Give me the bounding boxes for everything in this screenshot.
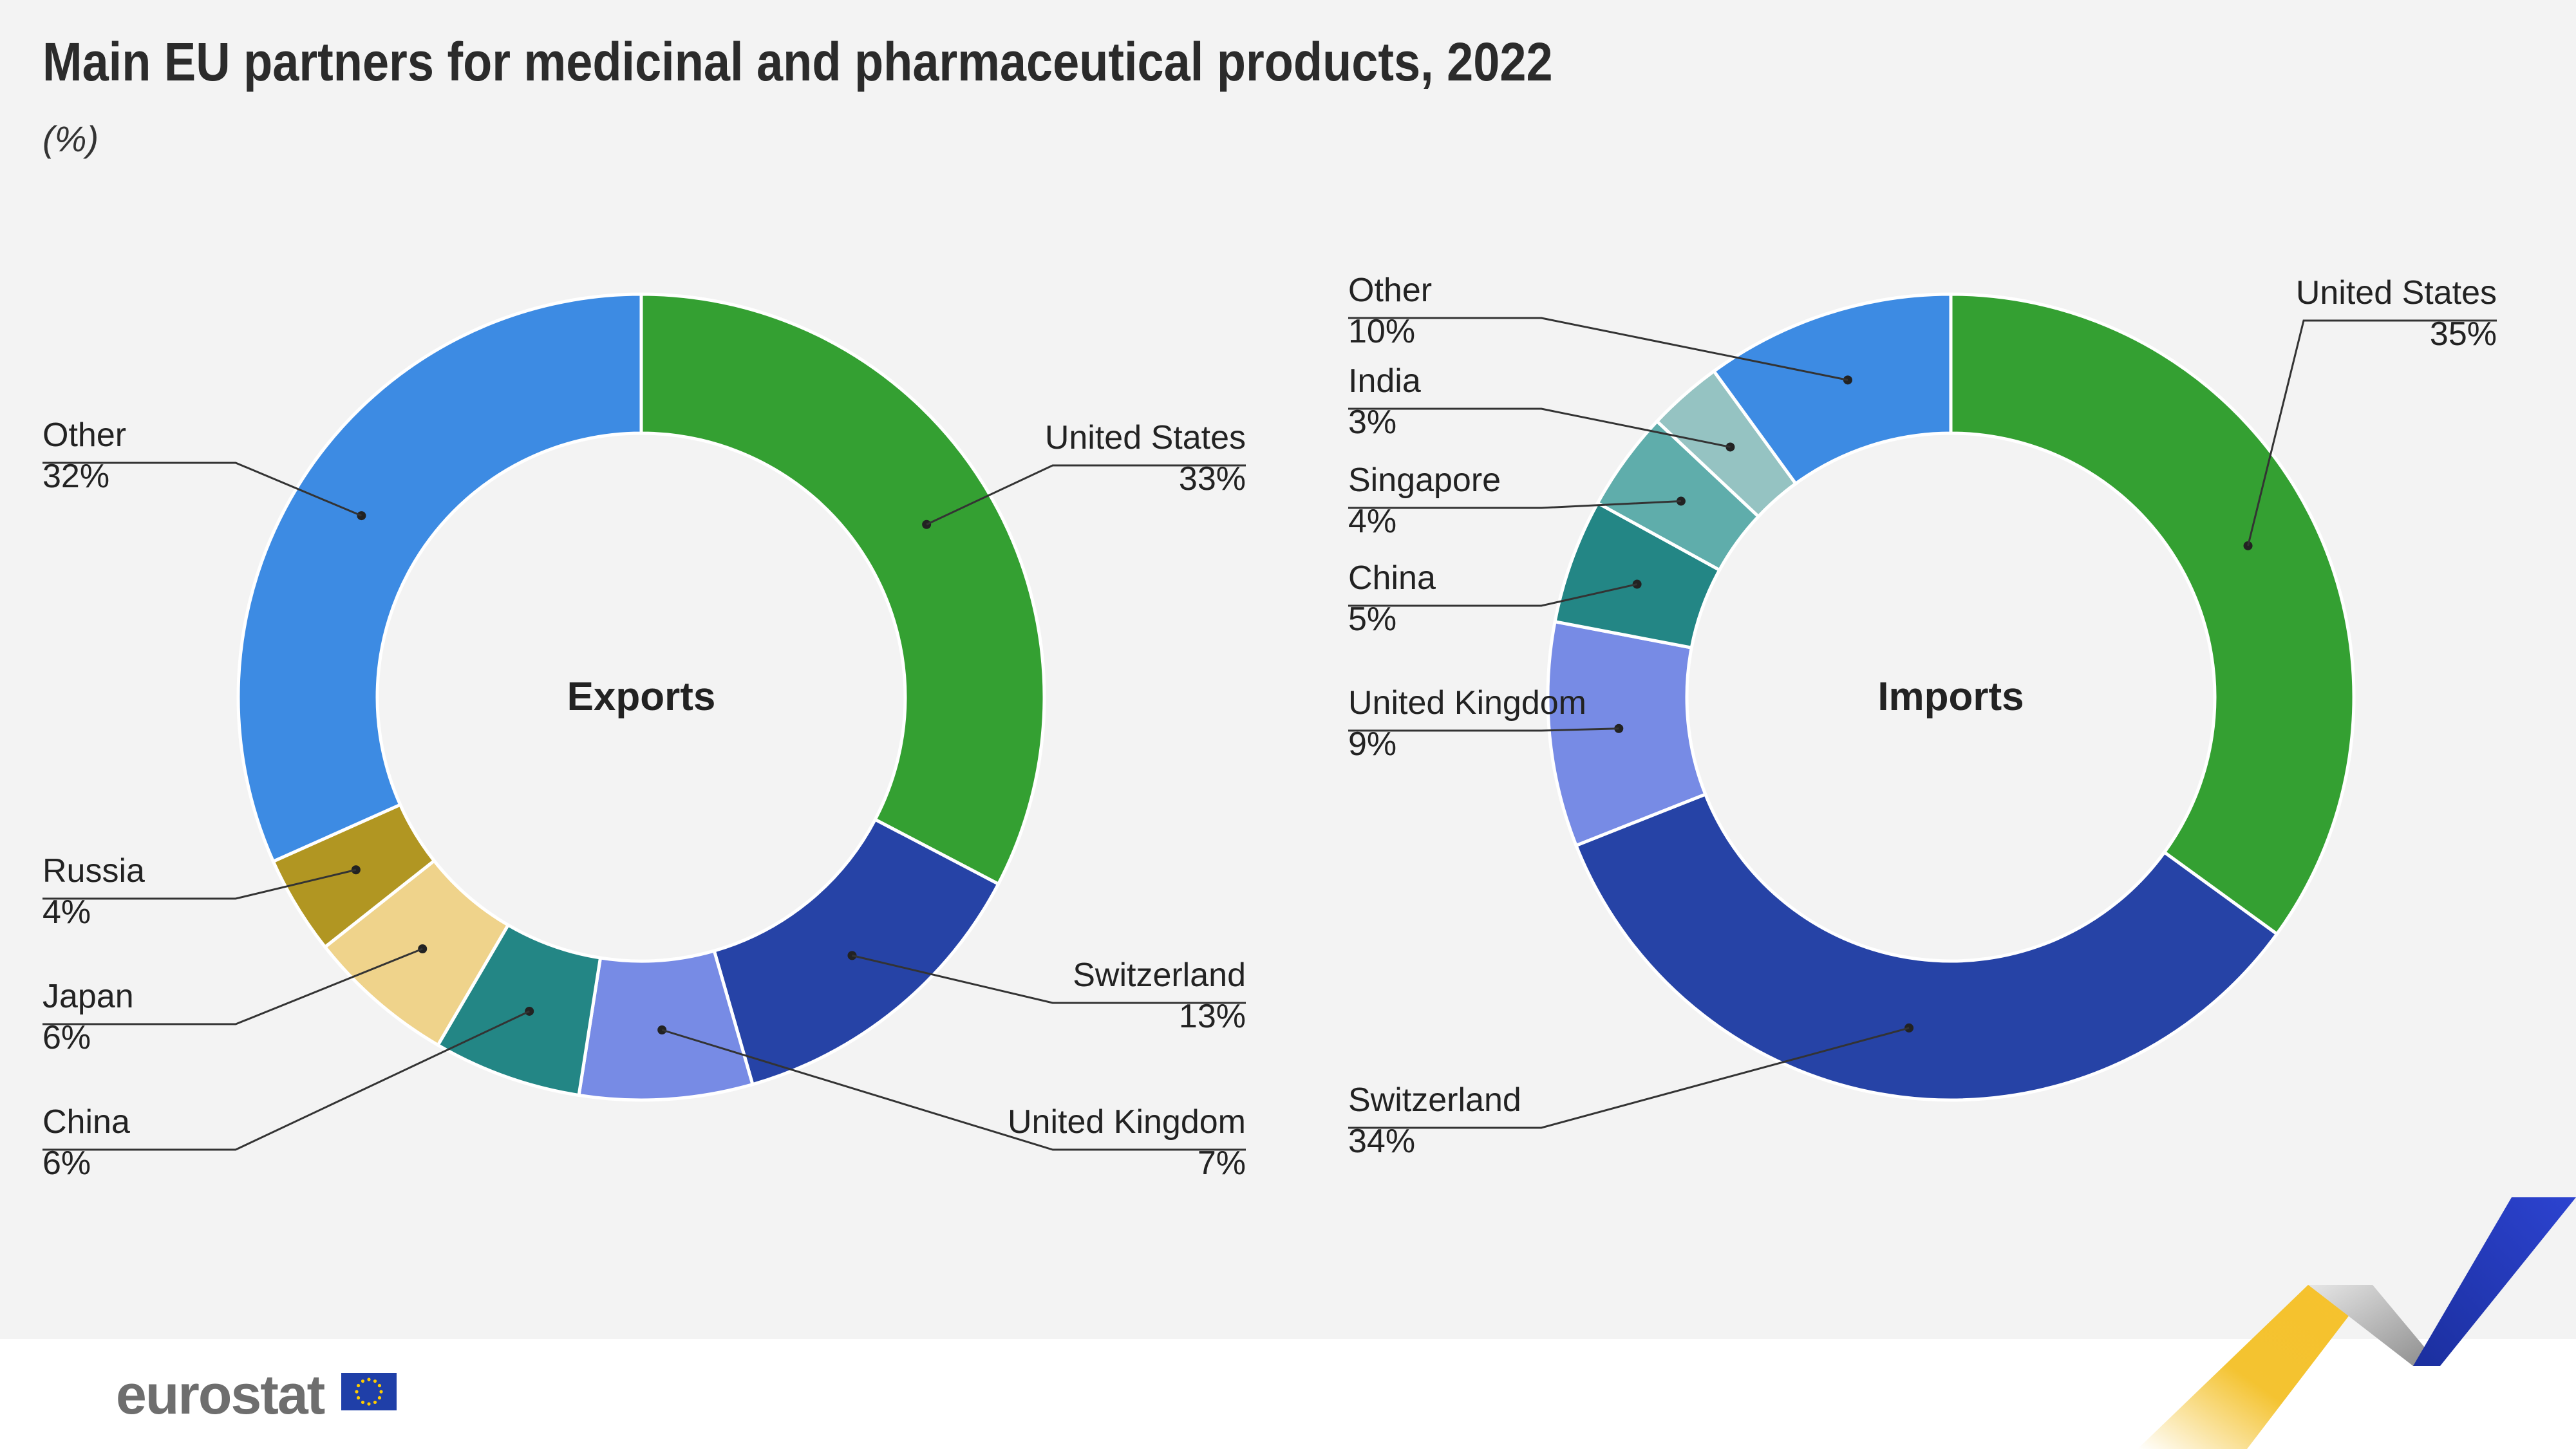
imports-label-other: Other <box>1348 272 1432 309</box>
imports-value-switzerland: 34% <box>1348 1123 1415 1160</box>
imports-label-switzerland: Switzerland <box>1348 1081 1521 1119</box>
chart-subtitle: (%) <box>42 118 99 159</box>
exports-slice-other[interactable] <box>236 292 643 864</box>
imports-label-india: India <box>1348 362 1421 400</box>
exports-label-other: Other <box>42 416 126 454</box>
imports-value-singapore: 4% <box>1348 503 1396 540</box>
imports-label-united-states: United States <box>2296 274 2497 312</box>
exports-leader-line-switzerland <box>852 954 1246 1004</box>
exports-value-china: 6% <box>42 1145 91 1182</box>
exports-leader-line-united-kingdom <box>661 1029 1246 1151</box>
imports-value-china: 5% <box>1348 601 1396 638</box>
exports-leader-line-russia <box>42 868 357 900</box>
imports-label-singapore: Singapore <box>1348 462 1501 499</box>
imports-label-united-kingdom: United Kingdom <box>1348 684 1586 722</box>
exports-slice-united-states[interactable] <box>639 292 1046 886</box>
exports-label-japan: Japan <box>42 978 134 1015</box>
exports-value-united-states: 33% <box>1179 460 1246 498</box>
imports-leader-line-other <box>1348 317 1848 381</box>
exports-center-label: Exports <box>567 675 716 719</box>
imports-center-label: Imports <box>1877 675 2024 719</box>
imports-leader-line-switzerland <box>1348 1027 1910 1129</box>
exports-value-japan: 6% <box>42 1019 91 1056</box>
chart-title: Main EU partners for medicinal and pharm… <box>42 32 1553 92</box>
exports-value-other: 32% <box>42 458 109 495</box>
imports-slice-united-states[interactable] <box>1949 292 2356 937</box>
imports-leader-line-united-kingdom <box>1348 727 1619 732</box>
imports-leader-line-united-states <box>2247 319 2497 547</box>
exports-label-united-states: United States <box>1045 419 1246 456</box>
exports-leader-line-other <box>42 462 362 517</box>
eu-flag-icon <box>341 1373 397 1410</box>
exports-value-switzerland: 13% <box>1179 998 1246 1035</box>
imports-value-other: 10% <box>1348 313 1415 350</box>
exports-slice-switzerland[interactable] <box>712 817 1001 1087</box>
exports-label-switzerland: Switzerland <box>1073 957 1246 994</box>
imports-slice-switzerland[interactable] <box>1574 792 2279 1102</box>
imports-value-united-kingdom: 9% <box>1348 725 1396 763</box>
exports-leader-line-china <box>42 1010 530 1151</box>
exports-donut: United States 33% Switzerland 13% United Kin… <box>42 292 1246 1182</box>
imports-value-india: 3% <box>1348 404 1396 441</box>
exports-label-united-kingdom: United Kingdom <box>1008 1103 1246 1141</box>
eurostat-logo-text: eurostat <box>116 1364 325 1426</box>
exports-leader-line-united-states <box>926 464 1246 526</box>
exports-label-china: China <box>42 1103 130 1141</box>
decorative-ribbon-icon <box>2138 1197 2576 1449</box>
exports-label-russia: Russia <box>42 852 145 890</box>
imports-leader-line-china <box>1348 583 1637 607</box>
imports-slice-other[interactable] <box>1711 292 1953 486</box>
footer-bar <box>0 1339 2576 1449</box>
imports-label-china: China <box>1348 559 1436 597</box>
exports-value-russia: 4% <box>42 893 91 931</box>
exports-value-united-kingdom: 7% <box>1198 1145 1246 1182</box>
imports-value-united-states: 35% <box>2430 315 2497 353</box>
imports-leader-line-singapore <box>1348 500 1682 509</box>
exports-leader-line-japan <box>42 948 423 1025</box>
imports-leader-line-india <box>1348 407 1731 448</box>
